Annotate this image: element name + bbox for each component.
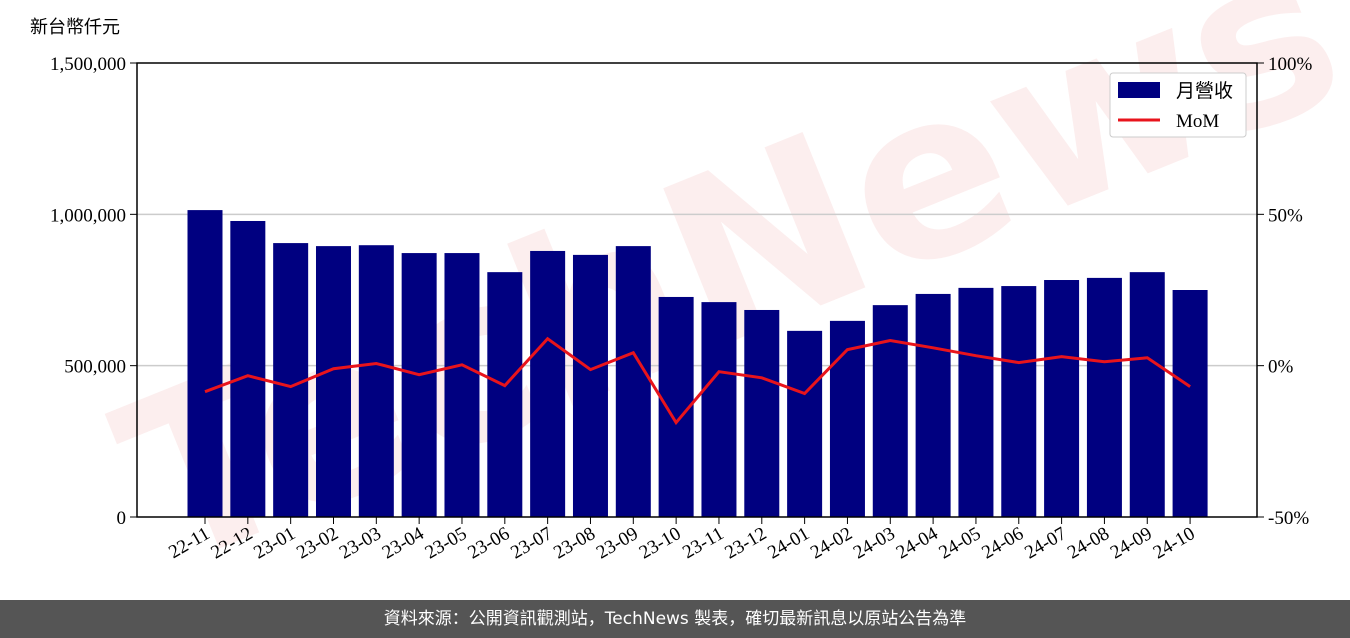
x-tick-label: 23-09 — [593, 523, 642, 563]
x-tick-label: 23-05 — [422, 523, 471, 563]
bar — [358, 245, 394, 518]
x-tick-label: 23-07 — [507, 523, 556, 563]
bar — [1129, 272, 1165, 517]
line — [204, 336, 1191, 426]
x-tick-label: 24-07 — [1021, 523, 1070, 563]
bar — [1172, 290, 1208, 517]
y-axis-label: 新台幣仟元 — [30, 17, 120, 38]
legend-label: 月營收 — [1176, 80, 1233, 102]
bar — [872, 305, 908, 517]
bar — [273, 243, 309, 517]
x-tick-label: 23-11 — [679, 523, 727, 563]
x-tick-label: 24-06 — [978, 523, 1027, 563]
bar — [915, 293, 951, 517]
y-tick-label: 1,500,000 — [50, 54, 126, 75]
bar — [1001, 286, 1037, 517]
bar — [530, 250, 566, 517]
y-tick-label: 500,000 — [64, 357, 126, 378]
bar — [444, 253, 480, 518]
y-tick-label: 0 — [117, 508, 127, 529]
legend-swatch — [1118, 82, 1160, 98]
x-tick-label: 23-08 — [550, 523, 599, 563]
x-tick-label: 24-08 — [1064, 523, 1113, 563]
y2-tick-label: 50% — [1268, 205, 1303, 226]
x-tick-label: 23-06 — [464, 523, 513, 563]
x-tick-label: 23-10 — [636, 523, 685, 563]
x-tick-label: 24-04 — [893, 523, 942, 564]
bar — [615, 246, 651, 517]
chart: TechNews 新台幣仟元 0500,0001,000,0001,500,00… — [30, 0, 1350, 600]
plot-frame — [136, 62, 1258, 518]
bar — [787, 330, 823, 517]
bar — [829, 320, 865, 517]
x-tick-label: 24-10 — [1150, 523, 1199, 563]
footer: 資料來源：公開資訊觀測站，TechNews 製表，確切最新訊息以原站公告為準 — [0, 600, 1350, 638]
bar — [315, 246, 351, 517]
bar — [958, 287, 994, 517]
bar — [1044, 280, 1080, 517]
x-tick-label: 24-01 — [764, 523, 813, 563]
bar — [701, 302, 737, 517]
x-tick-label: 24-02 — [807, 523, 856, 563]
x-tick-label: 24-03 — [850, 523, 899, 563]
bar — [187, 210, 223, 517]
y2-tick-label: -50% — [1268, 508, 1309, 529]
bar — [487, 272, 523, 517]
bar — [401, 253, 437, 518]
x-tick-label: 24-09 — [1107, 523, 1156, 563]
y2-tick-label: 100% — [1268, 54, 1313, 75]
bar — [572, 254, 608, 517]
bar — [1086, 277, 1122, 517]
legend-label: MoM — [1176, 111, 1219, 132]
bar — [230, 220, 266, 517]
y-tick-label: 1,000,000 — [50, 205, 126, 226]
bar — [744, 309, 780, 517]
y2-tick-label: 0% — [1268, 357, 1294, 378]
x-tick-label: 24-05 — [936, 523, 985, 563]
x-tick-label: 23-12 — [721, 523, 770, 563]
